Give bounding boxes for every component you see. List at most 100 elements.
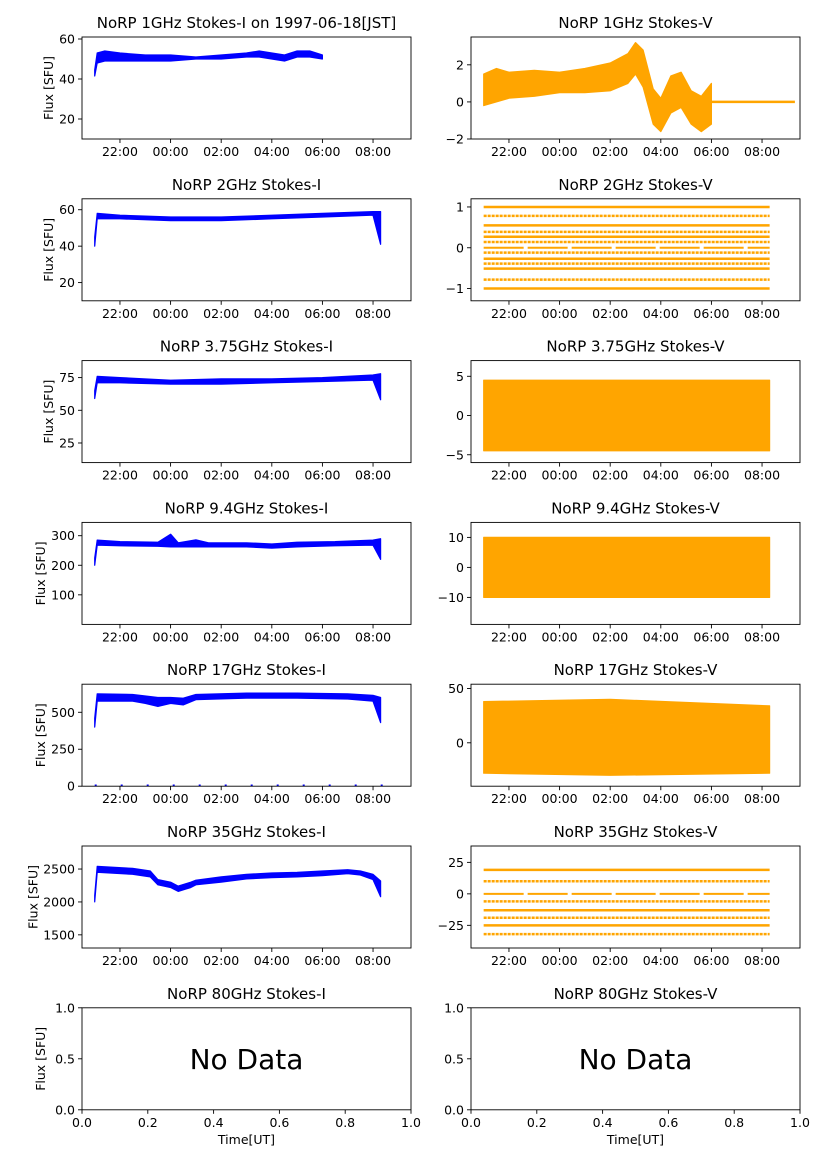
axes-frame <box>470 36 801 140</box>
x-tick-label: 02:00 <box>203 144 239 159</box>
x-tick-label: 08:00 <box>355 629 391 644</box>
y-tick-label: 40 <box>59 72 75 87</box>
axes-frame <box>470 683 801 787</box>
x-tick-label: 08:00 <box>744 468 780 483</box>
y-tick-label: 50 <box>59 403 75 418</box>
x-tick-label: 22:00 <box>102 306 138 321</box>
no-data-label: No Data <box>579 1043 693 1076</box>
x-tick-label: 0.4 <box>593 1115 613 1130</box>
y-tick-label: 1 <box>456 199 464 214</box>
y-axis-label: Flux [SFU] <box>41 380 56 444</box>
stokes-i-series-1 <box>94 373 382 401</box>
no-data-label: No Data <box>190 1043 304 1076</box>
plot-area <box>94 533 382 566</box>
subplot-12: NoRP 35GHz Stokes-V 22:00 00:00 02:00 04:00 0… <box>438 823 801 968</box>
stokes-i-series-1 <box>94 50 323 77</box>
subplot-10: NoRP 17GHz Stokes-V 22:00 00:00 02:00 04:00 0… <box>448 661 801 806</box>
subplot-9: NoRP 17GHz Stokes-I 22:00 00:00 02:00 04:00 0… <box>33 661 412 806</box>
y-tick-label: 60 <box>59 32 75 47</box>
x-tick-label: 02:00 <box>203 468 239 483</box>
subplot-14: No Data NoRP 80GHz Stokes-V 0.0 0.2 0.4 0.6 0.… <box>444 985 810 1147</box>
y-tick-label: 50 <box>448 681 464 696</box>
stokes-v-series-1 <box>483 42 712 133</box>
x-tick-label: 08:00 <box>744 953 780 968</box>
y-tick-label: −1 <box>446 281 464 296</box>
stokes-i-series-1 <box>94 692 382 728</box>
x-tick-label: 02:00 <box>203 791 239 806</box>
x-tick-label: 22:00 <box>102 791 138 806</box>
x-tick-label: 22:00 <box>102 468 138 483</box>
subplot-title: NoRP 9.4GHz Stokes-V <box>551 499 720 517</box>
y-tick-label: 60 <box>59 202 75 217</box>
y-tick-label: 25 <box>448 855 464 870</box>
subplot-4: NoRP 2GHz Stokes-V 22:00 00:00 02:00 04:00 06… <box>446 176 801 321</box>
x-axis-label: Time[UT] <box>217 1132 275 1147</box>
x-tick-label: 04:00 <box>643 953 679 968</box>
stokes-i-series-1 <box>94 533 382 566</box>
x-tick-label: 02:00 <box>203 953 239 968</box>
y-tick-label: 40 <box>59 239 75 254</box>
stokes-v-series-1 <box>483 379 771 452</box>
plot-area <box>483 42 795 133</box>
y-tick-label: 0 <box>456 94 464 109</box>
x-tick-label: 22:00 <box>102 953 138 968</box>
x-tick-label: 06:00 <box>304 468 340 483</box>
plot-area <box>94 865 382 903</box>
x-tick-label: 02:00 <box>592 306 628 321</box>
x-tick-label: 22:00 <box>491 629 527 644</box>
x-tick-label: 00:00 <box>153 144 189 159</box>
y-tick-label: −2 <box>446 132 464 147</box>
x-axis-label: Time[UT] <box>606 1132 664 1147</box>
axes-frame <box>81 521 412 625</box>
x-tick-label: 08:00 <box>355 791 391 806</box>
x-tick-label: 04:00 <box>643 468 679 483</box>
x-tick-label: 00:00 <box>542 629 578 644</box>
y-tick-label: 0 <box>456 408 464 423</box>
y-tick-label: −25 <box>438 918 464 933</box>
y-tick-label: 300 <box>51 528 75 543</box>
x-tick-label: 08:00 <box>744 306 780 321</box>
x-tick-label: 0.8 <box>335 1115 355 1130</box>
x-tick-label: 04:00 <box>254 953 290 968</box>
x-tick-label: 04:00 <box>643 144 679 159</box>
x-tick-label: 02:00 <box>203 629 239 644</box>
y-axis-label: Flux [SFU] <box>41 56 56 120</box>
y-tick-label: 20 <box>59 112 75 127</box>
x-tick-label: 06:00 <box>693 306 729 321</box>
x-tick-label: 0.2 <box>527 1115 547 1130</box>
x-tick-label: 08:00 <box>355 306 391 321</box>
x-tick-label: 0.4 <box>204 1115 224 1130</box>
x-tick-label: 06:00 <box>304 629 340 644</box>
x-tick-label: 00:00 <box>153 791 189 806</box>
x-tick-label: 00:00 <box>153 953 189 968</box>
plot-area <box>94 211 382 247</box>
subplot-title: NoRP 2GHz Stokes-I <box>172 176 321 194</box>
y-tick-label: 0 <box>456 735 464 750</box>
x-tick-label: 04:00 <box>254 306 290 321</box>
axes-frame <box>470 198 801 302</box>
x-tick-label: 22:00 <box>491 953 527 968</box>
x-tick-label: 04:00 <box>643 791 679 806</box>
y-axis-label: Flux [SFU] <box>33 703 48 767</box>
plot-area <box>483 698 771 776</box>
y-tick-label: 1500 <box>43 927 75 942</box>
y-tick-label: 20 <box>59 275 75 290</box>
y-tick-label: 2000 <box>43 894 75 909</box>
x-tick-label: 1.0 <box>790 1115 810 1130</box>
subplot-title: NoRP 80GHz Stokes-I <box>167 985 326 1003</box>
y-tick-label: 0.5 <box>55 1051 75 1066</box>
x-tick-label: 22:00 <box>102 144 138 159</box>
x-tick-label: 22:00 <box>102 629 138 644</box>
axes-frame <box>81 683 412 787</box>
x-tick-label: 08:00 <box>355 953 391 968</box>
x-tick-label: 00:00 <box>153 306 189 321</box>
x-tick-label: 00:00 <box>153 629 189 644</box>
x-tick-label: 06:00 <box>304 953 340 968</box>
x-tick-label: 08:00 <box>744 629 780 644</box>
subplot-title: NoRP 80GHz Stokes-V <box>554 985 719 1003</box>
y-tick-label: 75 <box>59 370 75 385</box>
stokes-v-series-1 <box>483 698 771 776</box>
x-tick-label: 0.0 <box>72 1115 92 1130</box>
stokes-i-series-1 <box>94 865 382 903</box>
